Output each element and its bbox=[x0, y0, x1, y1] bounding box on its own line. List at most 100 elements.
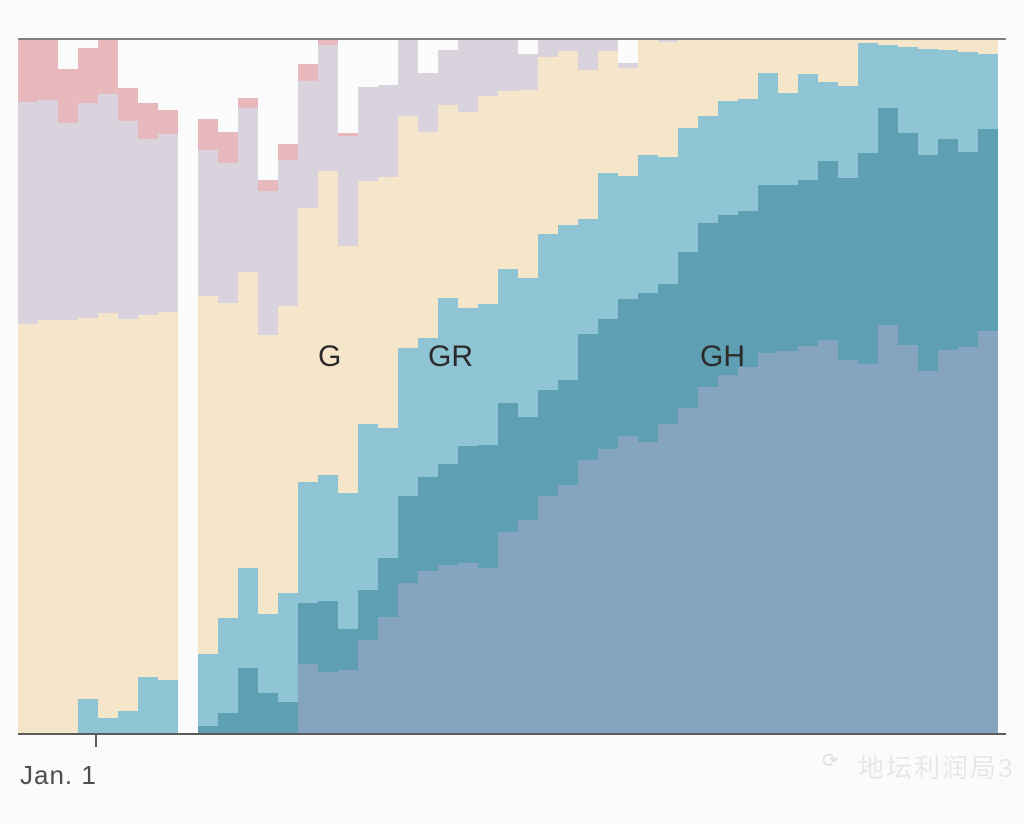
histogram-segment bbox=[418, 477, 438, 571]
histogram-column bbox=[678, 40, 698, 733]
histogram-segment bbox=[138, 315, 158, 677]
histogram-segment bbox=[58, 123, 78, 320]
histogram-segment bbox=[358, 424, 378, 590]
histogram-segment bbox=[578, 460, 598, 733]
histogram-segment bbox=[118, 121, 138, 319]
histogram-segment bbox=[98, 718, 118, 733]
histogram-segment bbox=[598, 40, 618, 51]
histogram-segment bbox=[738, 40, 758, 99]
histogram-segment bbox=[898, 47, 918, 133]
histogram-segment bbox=[678, 128, 698, 252]
histogram-segment bbox=[238, 98, 258, 107]
histogram-segment bbox=[258, 191, 278, 335]
histogram-segment bbox=[98, 94, 118, 313]
histogram-column bbox=[158, 110, 178, 733]
histogram-segment bbox=[198, 654, 218, 727]
histogram-segment bbox=[138, 677, 158, 733]
histogram-segment bbox=[778, 40, 798, 93]
histogram-segment bbox=[578, 334, 598, 460]
histogram-segment bbox=[338, 670, 358, 733]
histogram-segment bbox=[978, 331, 998, 733]
histogram-segment bbox=[518, 90, 538, 278]
histogram-segment bbox=[538, 390, 558, 496]
histogram-segment bbox=[798, 346, 818, 733]
histogram-segment bbox=[18, 102, 38, 324]
histogram-segment bbox=[138, 103, 158, 139]
histogram-column bbox=[538, 40, 558, 733]
histogram-segment bbox=[38, 40, 58, 100]
histogram-segment bbox=[98, 313, 118, 718]
histogram-segment bbox=[138, 139, 158, 315]
histogram-segment bbox=[318, 601, 338, 672]
histogram-segment bbox=[918, 371, 938, 733]
histogram-column bbox=[398, 40, 418, 733]
histogram-column bbox=[418, 73, 438, 733]
histogram-segment bbox=[938, 350, 958, 733]
histogram-segment bbox=[498, 532, 518, 733]
histogram-column bbox=[218, 132, 238, 733]
histogram-segment bbox=[218, 303, 238, 617]
histogram-segment bbox=[638, 155, 658, 293]
histogram-column bbox=[958, 40, 978, 733]
histogram-column bbox=[938, 40, 958, 733]
histogram-segment bbox=[538, 57, 558, 234]
histogram-segment bbox=[818, 161, 838, 341]
histogram-column bbox=[458, 40, 478, 733]
histogram-segment bbox=[598, 173, 618, 320]
histogram-segment bbox=[158, 680, 178, 733]
histogram-segment bbox=[218, 618, 238, 714]
histogram-segment bbox=[598, 51, 618, 172]
histogram-segment bbox=[498, 269, 518, 403]
histogram-segment bbox=[918, 49, 938, 155]
histogram-segment bbox=[78, 318, 98, 698]
histogram-segment bbox=[298, 81, 318, 208]
histogram-segment bbox=[38, 100, 58, 319]
histogram-segment bbox=[818, 340, 838, 733]
histogram-column bbox=[238, 98, 258, 733]
histogram-column bbox=[838, 40, 858, 733]
histogram-segment bbox=[658, 42, 678, 157]
histogram-segment bbox=[338, 493, 358, 628]
histogram-segment bbox=[858, 43, 878, 153]
histogram-segment bbox=[898, 133, 918, 345]
histogram-segment bbox=[78, 103, 98, 318]
histogram-column bbox=[658, 40, 678, 733]
histogram-segment bbox=[298, 664, 318, 733]
histogram-segment bbox=[798, 40, 818, 74]
histogram-segment bbox=[278, 144, 298, 161]
histogram-segment bbox=[298, 64, 318, 80]
histogram-segment bbox=[618, 68, 638, 176]
histogram-segment bbox=[678, 408, 698, 733]
histogram-segment bbox=[718, 375, 738, 733]
histogram-segment bbox=[878, 45, 898, 108]
histogram-segment bbox=[758, 40, 778, 73]
histogram-segment bbox=[218, 163, 238, 304]
histogram-column bbox=[618, 63, 638, 733]
histogram-segment bbox=[418, 73, 438, 132]
histogram-segment bbox=[58, 69, 78, 123]
histogram-segment bbox=[498, 403, 518, 532]
histogram-segment bbox=[938, 40, 958, 50]
histogram-segment bbox=[578, 219, 598, 334]
histogram-segment bbox=[958, 52, 978, 151]
histogram-segment bbox=[598, 449, 618, 733]
histogram-column bbox=[758, 40, 778, 733]
histogram-segment bbox=[78, 699, 98, 733]
histogram-segment bbox=[978, 40, 998, 54]
histogram-segment bbox=[458, 446, 478, 563]
histogram-segment bbox=[478, 304, 498, 445]
histogram-segment bbox=[198, 119, 218, 150]
histogram-segment bbox=[938, 50, 958, 138]
histogram-segment bbox=[58, 320, 78, 733]
histogram-segment bbox=[358, 181, 378, 424]
histogram-segment bbox=[38, 320, 58, 733]
histogram-column bbox=[798, 40, 818, 733]
histogram-column bbox=[778, 40, 798, 733]
histogram-column bbox=[18, 40, 38, 733]
histogram-segment bbox=[98, 40, 118, 94]
histogram-segment bbox=[258, 693, 278, 733]
histogram-segment bbox=[838, 86, 858, 178]
data-gap-column bbox=[178, 40, 198, 733]
histogram-segment bbox=[778, 351, 798, 733]
histogram-segment bbox=[438, 105, 458, 298]
